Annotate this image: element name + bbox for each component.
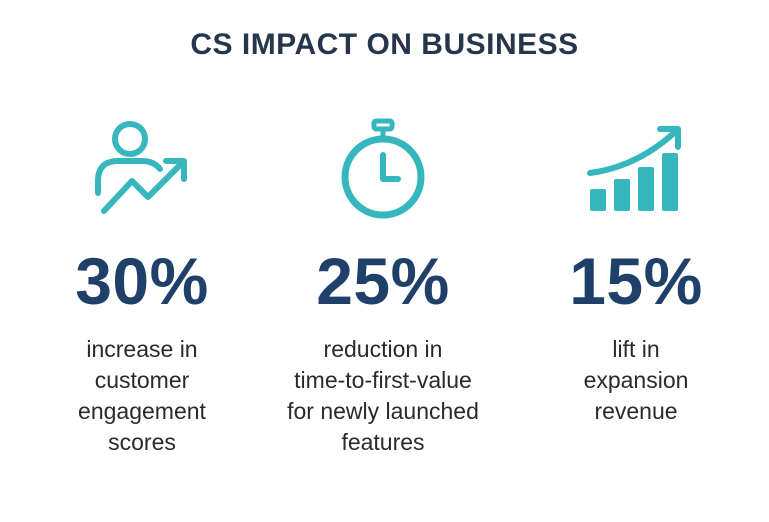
stat-description-line: increase in [86, 336, 198, 362]
stat-description-line: reduction in [323, 336, 443, 362]
stat-description: reduction in time-to-first-value for new… [253, 334, 513, 458]
bar-growth-icon [506, 115, 766, 225]
stat-description-line: time-to-first-value [294, 367, 472, 393]
user-growth-icon [12, 115, 272, 225]
stat-description: lift in expansion revenue [506, 334, 766, 427]
stat-description-line: scores [108, 429, 176, 455]
stat-expansion: 15% lift in expansion revenue [506, 0, 766, 522]
stat-description: increase in customer engagement scores [12, 334, 272, 458]
stopwatch-icon [253, 115, 513, 225]
stat-description-line: features [341, 429, 425, 455]
stat-description-line: revenue [594, 398, 678, 424]
stat-value: 25% [316, 244, 450, 318]
stat-description-line: expansion [583, 367, 689, 393]
stat-value: 15% [569, 244, 703, 318]
stat-description-line: for newly launched [287, 398, 479, 424]
page-title: CS IMPACT ON BUSINESS [190, 28, 579, 61]
stat-time-to-value: 25% reduction in time-to-first-value for… [253, 0, 513, 522]
stat-engagement: 30% increase in customer engagement scor… [12, 0, 272, 522]
stat-description-line: engagement [78, 398, 206, 424]
stat-description-line: lift in [612, 336, 660, 362]
stat-value: 30% [75, 244, 209, 318]
stat-description-line: customer [94, 367, 190, 393]
